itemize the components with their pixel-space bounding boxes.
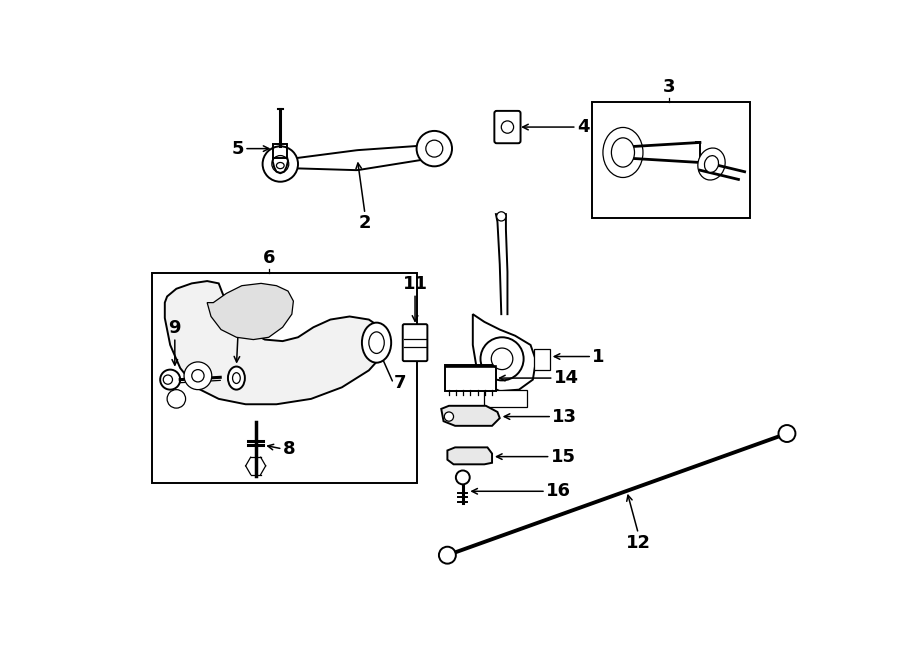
Text: 2: 2 [359,214,371,232]
Text: 12: 12 [626,533,651,552]
Text: 5: 5 [231,139,244,157]
Circle shape [184,362,212,389]
Circle shape [456,471,470,485]
Text: 15: 15 [551,447,576,465]
Polygon shape [472,314,536,391]
Ellipse shape [698,148,725,180]
Bar [484,389,526,407]
Circle shape [167,389,185,408]
Circle shape [497,212,506,221]
Ellipse shape [369,332,384,354]
Text: 13: 13 [552,408,577,426]
Text: 3: 3 [663,78,675,97]
Polygon shape [165,281,386,405]
Bar [535,349,550,370]
Polygon shape [207,284,293,340]
Circle shape [160,369,180,389]
Ellipse shape [228,367,245,389]
Polygon shape [447,447,492,464]
Ellipse shape [362,323,392,363]
Text: 6: 6 [263,249,275,267]
Text: 16: 16 [546,483,571,500]
Circle shape [417,131,452,167]
Circle shape [426,140,443,157]
Text: 10: 10 [225,317,250,335]
Text: 9: 9 [168,319,181,337]
Circle shape [501,121,514,134]
Circle shape [445,412,454,421]
FancyBboxPatch shape [402,324,428,361]
Ellipse shape [603,128,643,178]
Bar [152,274,418,483]
Circle shape [439,547,456,564]
FancyBboxPatch shape [446,365,496,391]
Circle shape [192,369,204,382]
Text: 7: 7 [393,375,406,393]
Text: 14: 14 [554,369,579,387]
Text: 11: 11 [402,276,428,293]
Ellipse shape [276,163,284,169]
Bar [592,102,750,218]
Circle shape [163,375,173,384]
Circle shape [263,146,298,182]
Ellipse shape [611,138,634,167]
Polygon shape [441,406,500,426]
Text: 8: 8 [283,440,295,458]
Text: 4: 4 [577,118,590,136]
FancyBboxPatch shape [494,111,520,143]
Circle shape [272,155,289,173]
Ellipse shape [705,155,718,173]
Ellipse shape [232,373,240,383]
Circle shape [491,348,513,369]
Circle shape [481,337,524,380]
Circle shape [778,425,796,442]
Text: 1: 1 [592,348,605,366]
